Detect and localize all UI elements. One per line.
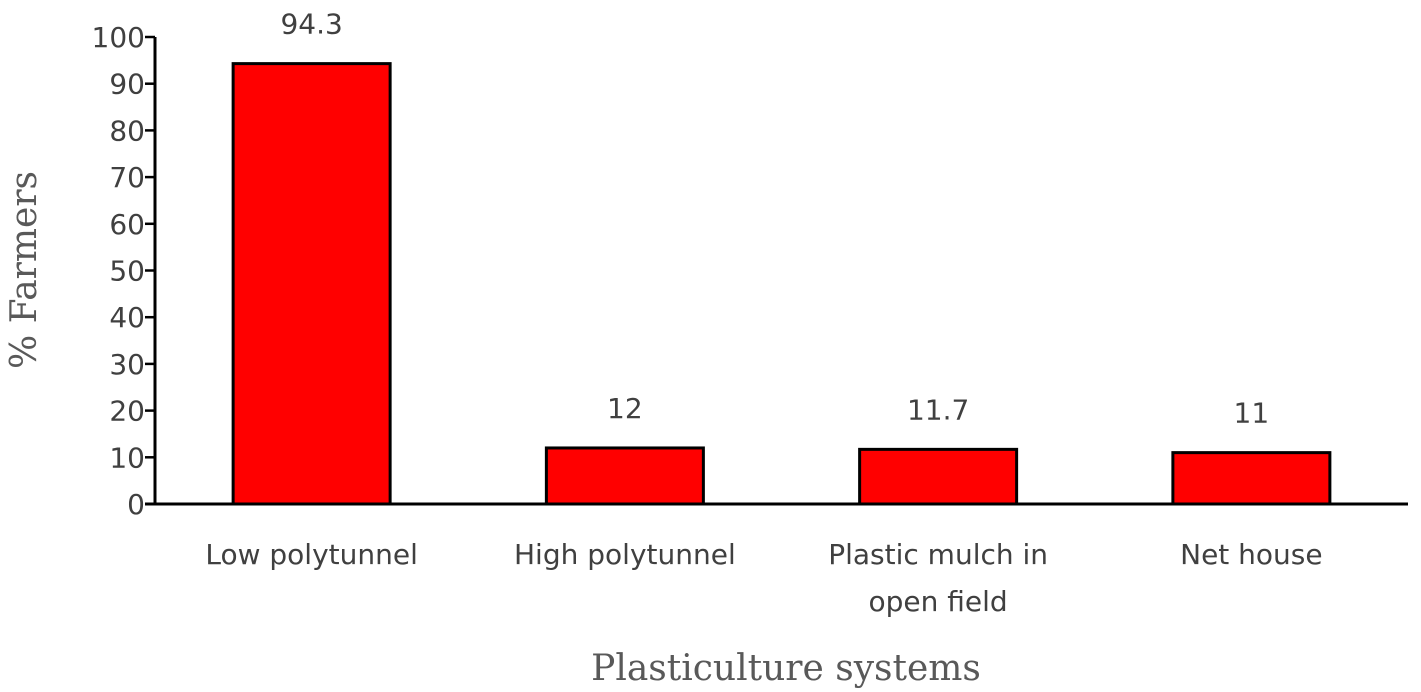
y-tick-label: 60	[109, 208, 145, 241]
category-label-line: Low polytunnel	[205, 538, 418, 571]
bar	[858, 447, 1019, 506]
category-label-line: Net house	[1180, 538, 1323, 571]
bars	[231, 62, 1332, 506]
y-axis-title: % Farmers	[4, 171, 45, 369]
category-label: Low polytunnel	[205, 538, 418, 571]
y-axis-ticks: 0 10 20 30 40 50 60 70 80 90 100	[92, 21, 155, 521]
bar	[544, 446, 705, 506]
x-axis-category-labels: Low polytunnel High polytunnel Plastic mul…	[205, 538, 1322, 618]
y-tick-label: 10	[109, 441, 145, 474]
bar	[231, 62, 392, 506]
category-label: Plastic mulch in open field	[828, 538, 1048, 618]
y-tick-label: 70	[109, 161, 145, 194]
category-label: Net house	[1180, 538, 1323, 571]
category-label: High polytunnel	[514, 538, 736, 571]
y-tick-label: 40	[109, 301, 145, 334]
category-label-line: open field	[869, 585, 1008, 618]
y-tick-label: 80	[109, 114, 145, 147]
bar-value-label: 12	[607, 392, 643, 425]
x-axis-title: Plasticulture systems	[591, 648, 981, 689]
bar-value-label: 94.3	[280, 8, 342, 41]
y-tick-label: 90	[109, 68, 145, 101]
y-tick-label: 100	[92, 21, 145, 54]
y-tick-label: 0	[127, 488, 145, 521]
bar-value-label: 11	[1234, 397, 1270, 430]
y-tick-label: 30	[109, 348, 145, 381]
data-labels: 94.3 12 11.7 11	[280, 8, 1269, 430]
category-label-line: Plastic mulch in	[828, 538, 1048, 571]
bar	[1171, 451, 1332, 506]
y-tick-label: 50	[109, 255, 145, 288]
bar-value-label: 11.7	[907, 393, 969, 426]
category-label-line: High polytunnel	[514, 538, 736, 571]
y-tick-label: 20	[109, 395, 145, 428]
